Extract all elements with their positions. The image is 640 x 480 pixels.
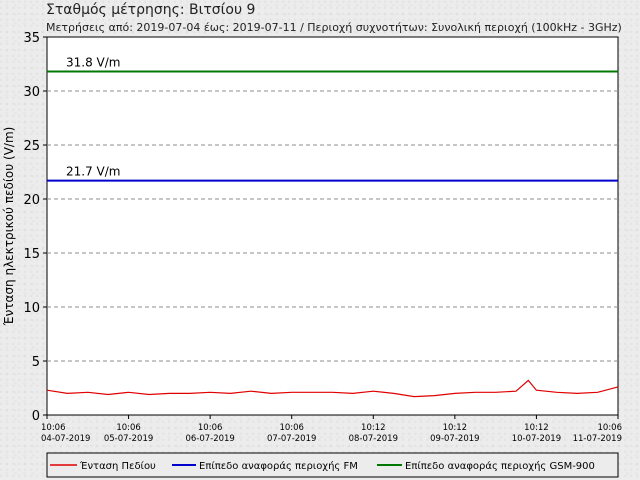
x-tick-time: 10:12 [361,423,386,433]
x-tick-date: 09-07-2019 [430,434,479,444]
x-tick-date: 04-07-2019 [41,434,90,444]
plot-area [46,36,619,416]
x-tick-time: 10:06 [116,423,141,433]
x-tick-date: 08-07-2019 [349,434,398,444]
legend-label-gsm900: Επίπεδο αναφοράς περιοχής GSM-900 [405,460,595,472]
chart-title: Σταθμός μέτρησης: Βιτσίου 9 [46,2,255,18]
x-tick-time: 10:06 [41,423,66,433]
x-tick-time: 10:12 [524,423,549,433]
y-tick-label: 15 [23,247,40,262]
y-tick-label: 20 [23,193,40,208]
legend: Ένταση Πεδίου Επίπεδο αναφοράς περιοχής … [46,452,619,478]
x-axis: 10:0604-07-201910:0605-07-201910:0606-07… [41,415,622,444]
y-axis: 0 5 10 15 20 25 30 35 [23,31,47,424]
x-tick-date: 05-07-2019 [104,434,153,444]
x-tick-time: 10:06 [198,423,223,433]
x-tick-date: 07-07-2019 [267,434,316,444]
series [46,379,619,398]
x-tick-date: 11-07-2019 [573,434,622,444]
x-tick-time: 10:06 [279,423,304,433]
reference-line-label: 31.8 V/m [66,56,120,70]
x-tick-date: 06-07-2019 [185,434,234,444]
y-axis-label: Ένταση ηλεκτρικού πεδίου (V/m) [2,127,16,327]
reference-lines: 21.7 V/m 31.8 V/m [47,56,618,182]
y-tick-label: 25 [23,139,40,154]
series-line [46,379,619,398]
x-tick-date: 10-07-2019 [512,434,561,444]
legend-label-fm: Επίπεδο αναφοράς περιοχής FM [199,460,358,472]
y-tick-label: 5 [32,355,40,370]
x-tick-time: 10:12 [443,423,468,433]
legend-label-field: Ένταση Πεδίου [79,460,156,472]
y-tick-label: 0 [32,409,40,424]
chart-subtitle: Μετρήσεις από: 2019-07-04 έως: 2019-07-1… [46,21,622,34]
reference-line-label: 21.7 V/m [66,165,120,179]
x-tick-time: 10:06 [598,423,623,433]
y-tick-label: 35 [23,31,40,46]
legend-box [46,452,619,478]
y-tick-label: 30 [23,85,40,100]
y-tick-label: 10 [23,301,40,316]
